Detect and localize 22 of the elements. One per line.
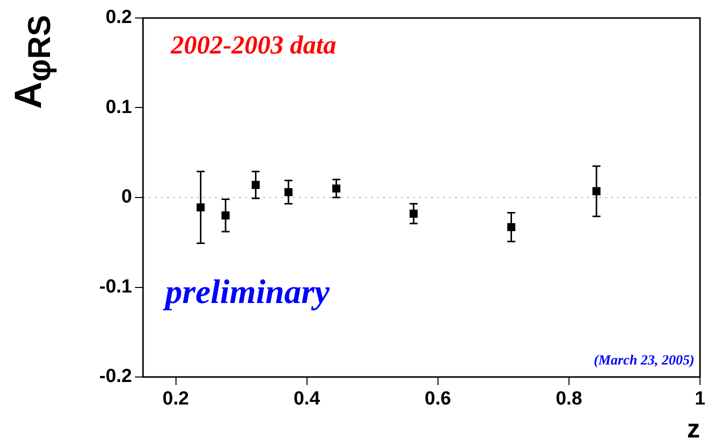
point (252, 180, 260, 189)
point (410, 210, 418, 218)
x-axis-title: z (687, 414, 700, 444)
x-tick-label: 1 (694, 388, 706, 410)
y-tick-label: 0.2 (106, 7, 132, 28)
point (196, 203, 205, 212)
y-tick-label: 0.1 (106, 96, 132, 118)
annotation: preliminary (162, 274, 331, 312)
y-tick-label: -0.1 (99, 276, 132, 298)
point (507, 223, 516, 232)
point (222, 211, 230, 220)
x-tick-label: 0.4 (294, 388, 320, 410)
point (332, 184, 340, 193)
x-tick-label: 0.6 (424, 388, 452, 410)
y-tick-label: -0.2 (99, 366, 132, 388)
point (284, 188, 293, 196)
x-tick-label: 0.8 (556, 388, 582, 410)
y-tick-label: 0 (121, 186, 132, 208)
point (592, 187, 600, 196)
annotation: 2002-2003 data (170, 30, 336, 60)
x-tick-label: 0.2 (162, 388, 189, 410)
annotation: (March 23, 2005) (594, 353, 694, 368)
